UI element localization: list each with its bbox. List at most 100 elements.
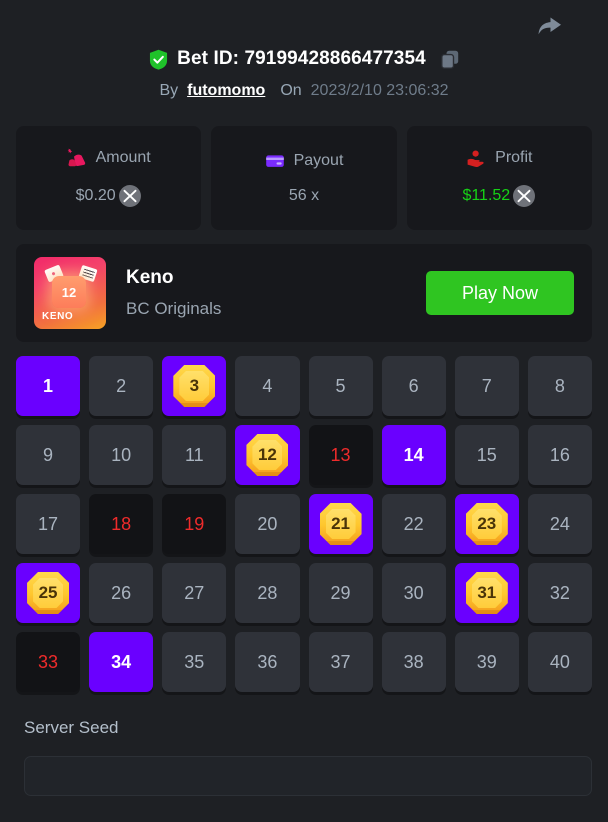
keno-cell-number: 11 xyxy=(184,444,204,465)
copy-icon[interactable] xyxy=(440,50,459,69)
stat-label: Amount xyxy=(95,149,151,166)
keno-cell-26[interactable]: 26 xyxy=(89,563,154,623)
keno-cell-4[interactable]: 4 xyxy=(235,356,300,416)
keno-cell-7[interactable]: 7 xyxy=(454,356,519,416)
keno-cell-34[interactable]: 34 xyxy=(89,632,154,692)
on-label: On xyxy=(280,82,302,99)
keno-cell-number: 31 xyxy=(477,583,497,602)
keno-cell-6[interactable]: 6 xyxy=(381,356,446,416)
keno-cell-9[interactable]: 9 xyxy=(16,425,81,485)
keno-thumbnail[interactable]: 12 KENO xyxy=(34,257,106,329)
game-name: Keno xyxy=(126,267,174,288)
keno-cell-11[interactable]: 11 xyxy=(162,425,227,485)
keno-cell-23[interactable]: 23 xyxy=(454,494,519,554)
keno-cell-number: 32 xyxy=(549,582,570,603)
keno-cell-number: 7 xyxy=(481,375,492,396)
stat-value-row: $0.20 xyxy=(76,184,142,208)
stat-card-profit: Profit $11.52 xyxy=(406,126,592,230)
keno-cell-29[interactable]: 29 xyxy=(308,563,373,623)
keno-cell-32[interactable]: 32 xyxy=(527,563,592,623)
keno-cell-number: 9 xyxy=(43,444,54,465)
keno-cell-12[interactable]: 12 xyxy=(235,425,300,485)
stat-card-payout: Payout 56 x xyxy=(211,126,397,230)
keno-cell-21[interactable]: 21 xyxy=(308,494,373,554)
keno-cell-number: 13 xyxy=(330,444,351,465)
gem-icon: 23 xyxy=(465,503,508,545)
keno-cell-number: 15 xyxy=(476,444,497,465)
server-seed-section: Server Seed xyxy=(24,718,592,796)
play-now-button[interactable]: Play Now xyxy=(426,271,574,315)
keno-cell-30[interactable]: 30 xyxy=(381,563,446,623)
keno-cell-2[interactable]: 2 xyxy=(89,356,154,416)
keno-cell-13[interactable]: 13 xyxy=(308,425,373,485)
xrp-coin-icon xyxy=(118,185,141,207)
server-seed-input[interactable] xyxy=(24,756,592,796)
keno-cell-37[interactable]: 37 xyxy=(308,632,373,692)
keno-cell-36[interactable]: 36 xyxy=(235,632,300,692)
keno-cell-number: 30 xyxy=(403,582,424,603)
hand-coin-icon xyxy=(467,150,484,167)
keno-cell-number: 18 xyxy=(111,513,132,534)
stats-row: Amount $0.20 Payout 56 x xyxy=(16,126,592,230)
keno-cell-number: 37 xyxy=(330,651,351,672)
stat-value-row: 56 x xyxy=(289,187,319,205)
keno-cell-31[interactable]: 31 xyxy=(454,563,519,623)
keno-cell-16[interactable]: 16 xyxy=(527,425,592,485)
keno-cell-24[interactable]: 24 xyxy=(527,494,592,554)
keno-cell-35[interactable]: 35 xyxy=(162,632,227,692)
keno-cell-27[interactable]: 27 xyxy=(162,563,227,623)
username-link[interactable]: futomomo xyxy=(187,82,266,99)
keno-cell-number: 3 xyxy=(189,376,200,395)
keno-cell-39[interactable]: 39 xyxy=(454,632,519,692)
gem-icon: 31 xyxy=(465,572,508,614)
keno-cell-number: 28 xyxy=(257,582,278,603)
gem-icon: 3 xyxy=(173,365,216,407)
stat-header: Amount xyxy=(67,148,151,168)
keno-cell-1[interactable]: 1 xyxy=(16,356,81,416)
keno-cell-number: 21 xyxy=(331,514,351,533)
keno-cell-40[interactable]: 40 xyxy=(527,632,592,692)
keno-cell-17[interactable]: 17 xyxy=(16,494,81,554)
keno-cell-number: 20 xyxy=(257,513,278,534)
share-button[interactable] xyxy=(532,10,566,44)
keno-cell-number: 35 xyxy=(184,651,205,672)
keno-cell-28[interactable]: 28 xyxy=(235,563,300,623)
bet-id-label: Bet ID: 79199428866477354 xyxy=(177,48,426,69)
game-card: 12 KENO Keno BC Originals Play Now xyxy=(16,244,592,342)
thumb-brand-label: KENO xyxy=(42,311,74,322)
keno-cell-number: 26 xyxy=(111,582,132,603)
stat-header: Payout xyxy=(265,151,343,171)
game-info: Keno BC Originals xyxy=(126,267,426,319)
keno-cell-5[interactable]: 5 xyxy=(308,356,373,416)
xrp-coin-icon xyxy=(513,185,536,207)
stat-value: $0.20 xyxy=(75,187,116,204)
keno-cell-18[interactable]: 18 xyxy=(89,494,154,554)
keno-cell-10[interactable]: 10 xyxy=(89,425,154,485)
keno-cell-number: 5 xyxy=(335,375,346,396)
keno-cell-3[interactable]: 3 xyxy=(162,356,227,416)
keno-cell-15[interactable]: 15 xyxy=(454,425,519,485)
keno-cell-number: 34 xyxy=(111,651,132,672)
keno-cell-20[interactable]: 20 xyxy=(235,494,300,554)
keno-cell-14[interactable]: 14 xyxy=(381,425,446,485)
keno-cell-38[interactable]: 38 xyxy=(381,632,446,692)
by-label: By xyxy=(159,82,179,99)
keno-cell-number: 19 xyxy=(184,513,205,534)
stat-value: $11.52 xyxy=(462,187,511,204)
keno-grid: 1 2 3 4 5 6 7 8 9 10 11 12 13 14 15 16 17 18 19 20 21 22 23 24 2… xyxy=(16,356,592,692)
server-seed-label: Server Seed xyxy=(24,718,119,737)
keno-cell-22[interactable]: 22 xyxy=(381,494,446,554)
keno-cell-number: 8 xyxy=(554,375,565,396)
credit-card-icon xyxy=(265,155,284,167)
stat-label: Profit xyxy=(495,149,533,166)
share-arrow-icon xyxy=(538,17,561,35)
keno-cell-19[interactable]: 19 xyxy=(162,494,227,554)
shield-check-icon xyxy=(150,49,168,70)
keno-cell-25[interactable]: 25 xyxy=(16,563,81,623)
keno-cell-number: 4 xyxy=(262,375,273,396)
author-row: By futomomo On 2023/2/10 23:06:32 xyxy=(0,82,608,100)
keno-cell-number: 38 xyxy=(403,651,424,672)
keno-cell-33[interactable]: 33 xyxy=(16,632,81,692)
keno-cell-8[interactable]: 8 xyxy=(527,356,592,416)
